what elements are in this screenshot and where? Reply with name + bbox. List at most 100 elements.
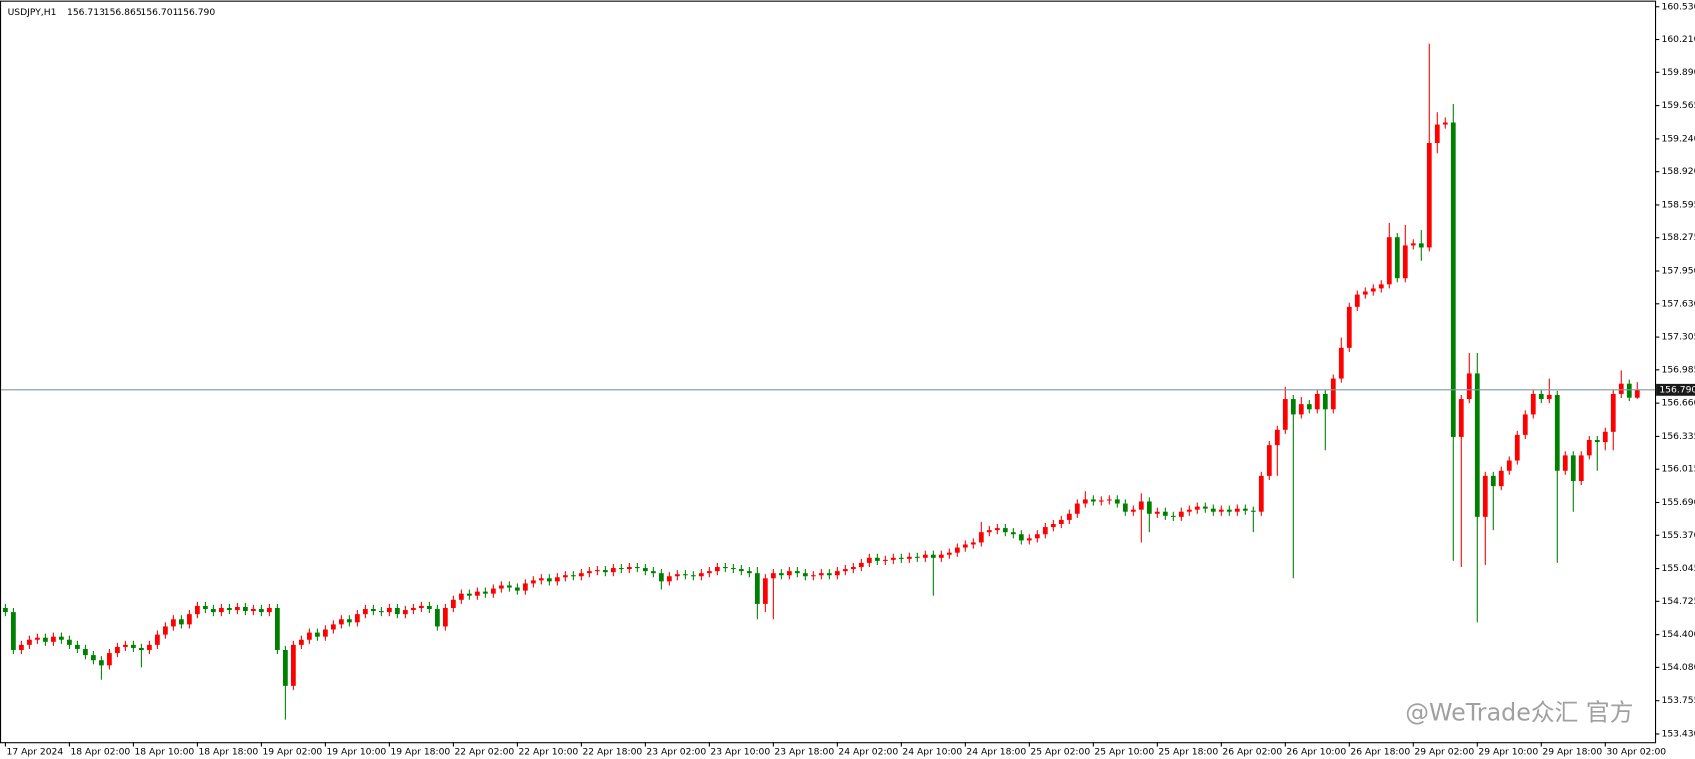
candle-body: [1562, 455, 1568, 471]
candle-body: [858, 562, 864, 568]
y-tick-label: 153.430: [1661, 728, 1695, 739]
candle-body: [970, 542, 976, 545]
x-tick-label: 17 Apr 2024: [6, 746, 63, 757]
candle-body: [754, 573, 760, 604]
candle-body: [1458, 399, 1464, 437]
candle-body: [1322, 393, 1328, 410]
candle-body: [498, 585, 504, 589]
candle-body: [618, 568, 624, 570]
candle-body: [522, 583, 528, 591]
x-tick-label: 26 Apr 02:00: [1222, 746, 1282, 757]
candle-body: [139, 647, 144, 650]
candle-body: [1634, 389, 1640, 398]
candle-body: [906, 556, 912, 559]
x-tick-label: 18 Apr 02:00: [70, 746, 130, 757]
candle-body: [474, 591, 480, 596]
candle-body: [1178, 511, 1184, 517]
candle-body: [490, 588, 496, 594]
candle-body: [914, 556, 920, 558]
candle-body: [123, 644, 128, 647]
candle-body: [187, 614, 192, 625]
candle-body: [19, 644, 24, 650]
candle-body: [994, 528, 1000, 531]
candle-body: [323, 629, 328, 637]
candle-body: [251, 609, 256, 612]
candle-body: [586, 571, 592, 574]
y-tick-label: 159.240: [1661, 133, 1695, 144]
candle-body: [1050, 524, 1056, 528]
candle-body: [1218, 509, 1224, 512]
y-tick-label: 157.630: [1661, 298, 1695, 309]
candle-body: [1186, 509, 1192, 512]
y-tick-label: 156.985: [1661, 364, 1695, 375]
candle-body: [1314, 393, 1320, 410]
y-tick-label: 157.305: [1661, 332, 1695, 343]
candle-body: [1546, 394, 1552, 400]
candle-body: [171, 619, 176, 627]
candle-body: [682, 574, 688, 576]
x-tick-label: 23 Apr 02:00: [646, 746, 706, 757]
plot-frame: [0, 0, 1657, 744]
candle-body: [938, 554, 944, 558]
y-tick-label: 158.595: [1661, 199, 1695, 210]
candle-body: [1298, 404, 1304, 415]
candle-body: [1370, 288, 1376, 292]
candle-body: [922, 554, 928, 558]
candle-body: [283, 649, 288, 686]
candle-body: [1090, 499, 1096, 502]
candle-body: [1554, 394, 1560, 471]
candle-body: [650, 571, 656, 574]
candle-body: [1578, 455, 1584, 481]
candle-body: [1250, 510, 1256, 512]
candle-body: [770, 573, 776, 579]
candle-body: [259, 609, 264, 613]
candle-body: [115, 646, 120, 654]
quote-label: 156.713: [67, 7, 105, 18]
candle-body: [466, 593, 472, 596]
candle-body: [195, 605, 200, 615]
candle-body: [506, 585, 512, 588]
candle-body: [11, 612, 16, 650]
candle-body: [1146, 501, 1152, 514]
candle-body: [594, 570, 600, 572]
candle-body: [394, 607, 400, 615]
candle-body: [1426, 142, 1432, 248]
x-tick-label: 22 Apr 02:00: [454, 746, 514, 757]
candle-body: [1490, 475, 1496, 487]
candle-body: [35, 637, 40, 640]
candle-body: [930, 554, 936, 558]
candle-body: [203, 605, 208, 610]
candle-body: [107, 653, 112, 666]
candle-body: [834, 571, 840, 576]
candle-body: [362, 609, 368, 615]
candle-body: [27, 639, 32, 645]
candle-body: [1410, 243, 1416, 246]
candle-body: [1074, 503, 1080, 514]
candle-body: [1506, 460, 1512, 471]
candle-body: [1450, 122, 1456, 437]
x-tick-label: 25 Apr 10:00: [1094, 746, 1154, 757]
candle-body: [370, 609, 376, 612]
candle-body: [882, 559, 888, 561]
y-tick-label: 154.725: [1661, 596, 1695, 607]
candle-body: [530, 580, 536, 584]
candle-body: [59, 636, 64, 640]
candles: [3, 43, 1640, 720]
candle-body: [155, 634, 160, 645]
quote-label: 156.790: [177, 7, 215, 18]
candle-body: [1034, 534, 1040, 539]
candle-body: [1626, 383, 1632, 398]
candle-body: [1570, 455, 1576, 481]
y-tick-label: 157.950: [1661, 266, 1695, 277]
x-tick-label: 26 Apr 18:00: [1350, 746, 1410, 757]
candle-body: [738, 569, 744, 572]
candle-body: [354, 614, 360, 623]
x-tick-label: 25 Apr 18:00: [1158, 746, 1218, 757]
candle-body: [331, 624, 336, 630]
y-tick-label: 160.530: [1661, 1, 1695, 12]
candle-body: [1498, 470, 1504, 487]
candle-body: [898, 557, 904, 559]
candle-body: [986, 530, 992, 533]
x-tick-label: 24 Apr 18:00: [966, 746, 1026, 757]
candle-body: [602, 570, 608, 573]
